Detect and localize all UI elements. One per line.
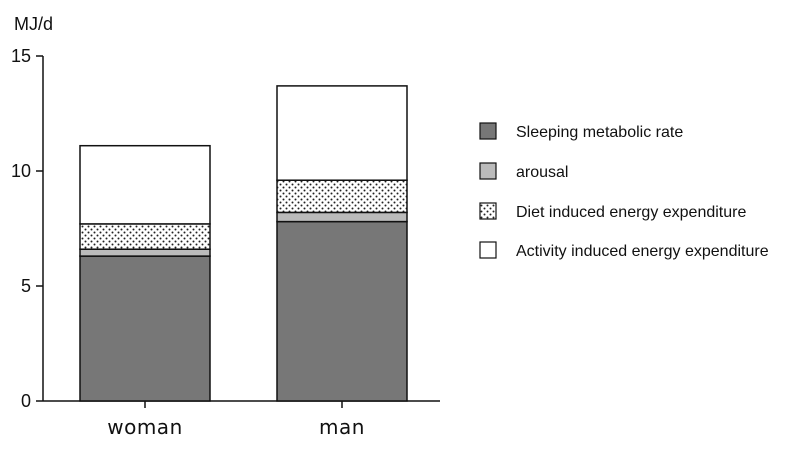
legend-label: arousal [516,164,568,181]
bar-segment [276,220,408,402]
bar-segment [79,248,211,257]
y-tick-label: 15 [11,46,31,66]
y-axis: 0 5 10 15 [11,46,44,411]
bar-segment [276,211,408,223]
legend-label: Diet induced energy expenditure [516,204,746,221]
x-tick-label: woman [107,415,183,439]
legend-swatch [479,122,497,140]
legend-swatch [479,162,497,180]
legend-swatch [479,241,497,259]
bar-segment [276,179,408,214]
y-tick-label: 0 [21,391,31,411]
x-axis: woman man [43,400,440,439]
y-axis-unit-label: MJ/d [14,14,53,34]
legend-label: Sleeping metabolic rate [516,124,683,141]
x-tick-label: man [319,415,365,439]
legend-swatch [479,202,497,220]
legend-label: Activity induced energy expenditure [516,243,769,260]
y-tick-label: 5 [21,276,31,296]
bars [79,85,408,402]
bar-segment [79,223,211,250]
bar-segment [79,255,211,402]
legend: Sleeping metabolic rate arousal Diet induc… [479,122,769,260]
bar-segment [276,85,408,181]
bar-segment [79,144,211,225]
y-tick-label: 10 [11,161,31,181]
